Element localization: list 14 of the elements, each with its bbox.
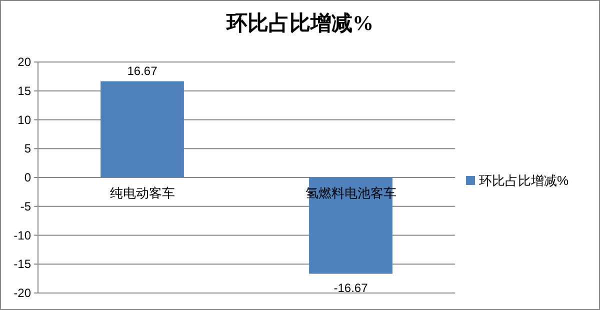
y-tick-label: 5 [24, 142, 32, 156]
x-tick-label: 纯电动客车 [110, 186, 175, 200]
y-tick-label: 20 [18, 55, 32, 69]
y-tick-label: -20 [14, 286, 32, 300]
y-tick-label: 10 [18, 112, 32, 127]
y-tick-label: 0 [24, 170, 32, 184]
chart-title: 环比占比增减% [226, 11, 374, 35]
legend-label: 环比占比增减% [479, 173, 569, 188]
y-tick-label: 15 [18, 84, 32, 98]
data-label: 16.67 [127, 64, 158, 78]
y-tick-label: -15 [14, 257, 32, 272]
data-label: -16.67 [334, 280, 368, 295]
y-tick-label: -10 [14, 228, 32, 242]
y-tick-label: -5 [20, 199, 32, 214]
